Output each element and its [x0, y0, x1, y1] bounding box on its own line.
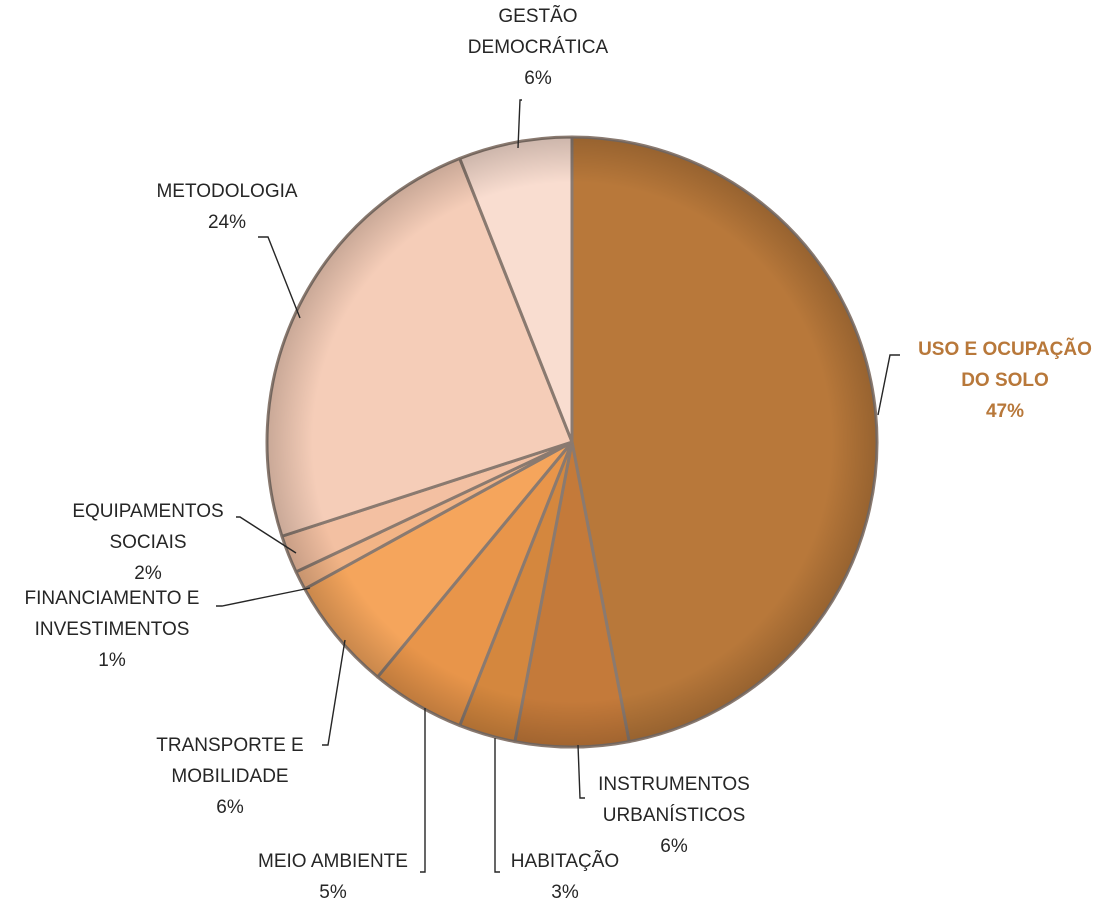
slice-name: FINANCIAMENTO E — [25, 588, 200, 609]
leader-line — [236, 516, 297, 554]
leader-line — [258, 236, 301, 319]
slice-name: HABITAÇÃO — [511, 850, 619, 872]
pie-slice — [570, 135, 879, 744]
slice-percent: 24% — [208, 212, 246, 233]
slice-name: MOBILIDADE — [171, 766, 288, 787]
slice-name: SOCIAIS — [109, 532, 186, 553]
pie-slices — [265, 135, 879, 749]
slice-percent: 6% — [524, 68, 552, 89]
slice-label: MEIO AMBIENTE 5% — [258, 851, 408, 903]
slice-percent: 6% — [216, 797, 244, 818]
slice-label: TRANSPORTE E MOBILIDADE 6% — [156, 735, 303, 818]
slice-percent: 2% — [134, 563, 162, 584]
slice-label: HABITAÇÃO 3% — [511, 850, 619, 903]
slice-percent: 47% — [986, 401, 1024, 422]
slice-name: DEMOCRÁTICA — [468, 37, 609, 58]
leader-line — [877, 354, 900, 416]
leader-line — [322, 639, 346, 746]
slice-percent: 5% — [319, 882, 347, 903]
leader-line — [420, 708, 426, 873]
slice-name: USO E OCUPAÇÃO — [918, 338, 1092, 360]
slice-name: DO SOLO — [961, 370, 1049, 391]
slice-label: GESTÃO DEMOCRÁTICA 6% — [468, 5, 609, 89]
slice-label: EQUIPAMENTOS SOCIAIS 2% — [72, 501, 223, 584]
slice-name: METODOLOGIA — [156, 181, 297, 202]
slice-name: TRANSPORTE E — [156, 735, 303, 756]
leader-line — [216, 587, 311, 607]
slice-name: URBANÍSTICOS — [603, 805, 746, 826]
slice-name: INSTRUMENTOS — [598, 774, 750, 795]
slice-name: EQUIPAMENTOS — [72, 501, 223, 522]
slice-name: INVESTIMENTOS — [35, 619, 190, 640]
leader-line — [494, 738, 500, 873]
slice-label: INSTRUMENTOS URBANÍSTICOS 6% — [598, 774, 750, 857]
slice-name: MEIO AMBIENTE — [258, 851, 408, 872]
leader-line — [517, 99, 522, 149]
slice-percent: 6% — [660, 836, 688, 857]
slice-percent: 3% — [551, 882, 579, 903]
leader-lines — [216, 99, 900, 873]
slice-label: USO E OCUPAÇÃO DO SOLO 47% — [918, 338, 1092, 422]
slice-percent: 1% — [98, 650, 126, 671]
slice-labels: USO E OCUPAÇÃO DO SOLO 47% INSTRUMENTOS URBA… — [25, 5, 1092, 903]
slice-label: METODOLOGIA 24% — [156, 181, 297, 233]
slice-label: FINANCIAMENTO E INVESTIMENTOS 1% — [25, 588, 200, 671]
slice-name: GESTÃO — [498, 5, 577, 27]
leader-line — [577, 744, 585, 799]
